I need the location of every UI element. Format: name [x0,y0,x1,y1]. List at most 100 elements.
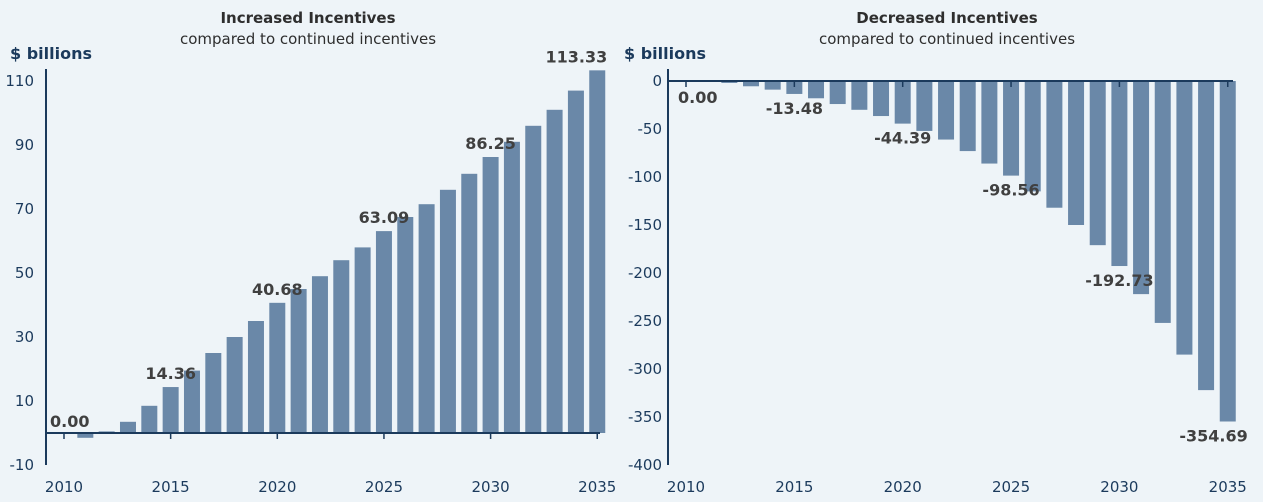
y-tick-label: 90 [15,136,34,154]
bar-2023 [959,81,976,152]
bar-2022 [938,81,955,140]
y-tick-label: -10 [10,456,35,474]
bar-series [678,81,1236,422]
y-tick-label: 70 [15,200,34,218]
bar-2022 [311,276,328,433]
data-label-2030: -192.73 [1085,271,1153,290]
y-tick-label: 50 [15,264,34,282]
bar-2021 [916,81,933,131]
data-labels: 0.00 -13.48 -44.39 -98.56 -192.73 -354.69 [678,88,1248,446]
y-axis-ticks: 0 -50 -100 -150 -200 -250 -300 -350 -400 [628,72,662,474]
y-tick-label: -100 [628,168,662,186]
bar-2030 [482,157,499,433]
bar-2033 [1176,81,1193,355]
bar-2013 [119,421,136,433]
data-label-2025: 63.09 [359,208,410,227]
bar-2014 [764,81,781,90]
y-tick-label: 110 [5,72,34,90]
bar-2019 [873,81,890,117]
bar-2034 [1198,81,1215,391]
x-tick-label: 2010 [667,478,705,496]
bar-2015 [162,387,179,433]
bar-2035 [1219,81,1236,422]
y-tick-label: -150 [628,216,662,234]
x-tick-label: 2030 [472,478,510,496]
bar-2030 [1111,81,1128,267]
bar-2011 [77,433,94,438]
bar-2028 [439,189,456,433]
bar-2027 [1046,81,1063,208]
bar-2019 [247,321,264,433]
bar-2031 [1133,81,1150,295]
chart-increased-incentives: Increased Incentives compared to continu… [5,9,616,496]
data-label-2015: 14.36 [145,364,196,383]
y-tick-label: 10 [15,392,34,410]
bar-2026 [1024,81,1041,192]
bar-2024 [354,247,371,433]
y-tick-label: -400 [628,456,662,474]
bar-2029 [1089,81,1106,246]
data-label-2030: 86.25 [465,134,516,153]
bar-2031 [503,141,520,434]
bar-2016 [808,81,825,99]
bar-2026 [397,217,414,433]
bar-2034 [567,90,584,433]
x-axis-ticks: 2010 2015 2020 2025 2030 2035 [667,478,1247,496]
bar-2018 [226,337,243,433]
y-tick-label: 0 [652,72,662,90]
x-tick-label: 2030 [1100,478,1138,496]
bar-2017 [829,81,846,105]
bar-series [56,70,606,438]
x-tick-label: 2015 [152,478,190,496]
bar-2013 [743,81,760,87]
bar-2035 [589,70,606,434]
x-tick-label: 2020 [258,478,296,496]
data-label-2010: 0.00 [50,412,89,431]
y-axis-unit-label: $ billions [10,44,92,63]
bar-2021 [290,289,307,433]
x-tick-label: 2025 [365,478,403,496]
data-labels: 0.00 14.36 40.68 63.09 86.25 113.33 [50,47,607,431]
y-tick-label: -300 [628,360,662,378]
data-label-2020: 40.68 [252,280,303,299]
chart-subtitle: compared to continued incentives [180,30,436,48]
x-tick-label: 2035 [578,478,616,496]
bar-2024 [981,81,998,164]
bar-2033 [546,109,563,434]
y-tick-label: -250 [628,312,662,330]
bar-2032 [1154,81,1171,323]
bar-2032 [525,125,542,434]
y-tick-label: -200 [628,264,662,282]
bar-2020 [894,81,911,124]
x-tick-label: 2015 [775,478,813,496]
x-tick-label: 2020 [884,478,922,496]
bar-2023 [333,260,350,433]
x-tick-label: 2035 [1209,478,1247,496]
data-label-2025: -98.56 [982,181,1039,200]
data-label-2035: -354.69 [1179,427,1247,446]
bar-2014 [141,405,158,433]
bar-2025 [375,231,392,433]
bar-2020 [269,302,286,433]
data-label-2020: -44.39 [874,129,931,148]
bar-2017 [205,353,222,433]
bar-2018 [851,81,868,110]
bar-2016 [183,370,200,433]
bar-2015 [786,81,803,94]
y-tick-label: -350 [628,408,662,426]
bar-2028 [1068,81,1085,225]
data-label-2015: -13.48 [766,99,823,118]
data-label-2035: 113.33 [546,47,608,66]
y-tick-label: -50 [638,120,663,138]
chart-title: Increased Incentives [220,9,395,27]
data-label-2010: 0.00 [678,88,717,107]
chart-decreased-incentives: Decreased Incentives compared to continu… [624,9,1248,496]
chart-title: Decreased Incentives [856,9,1038,27]
chart-subtitle: compared to continued incentives [819,30,1075,48]
y-axis-unit-label: $ billions [624,44,706,63]
x-tick-label: 2010 [45,478,83,496]
bar-2027 [418,204,435,433]
y-axis-ticks: 110 90 70 50 30 10 -10 [5,72,34,474]
y-tick-label: 30 [15,328,34,346]
